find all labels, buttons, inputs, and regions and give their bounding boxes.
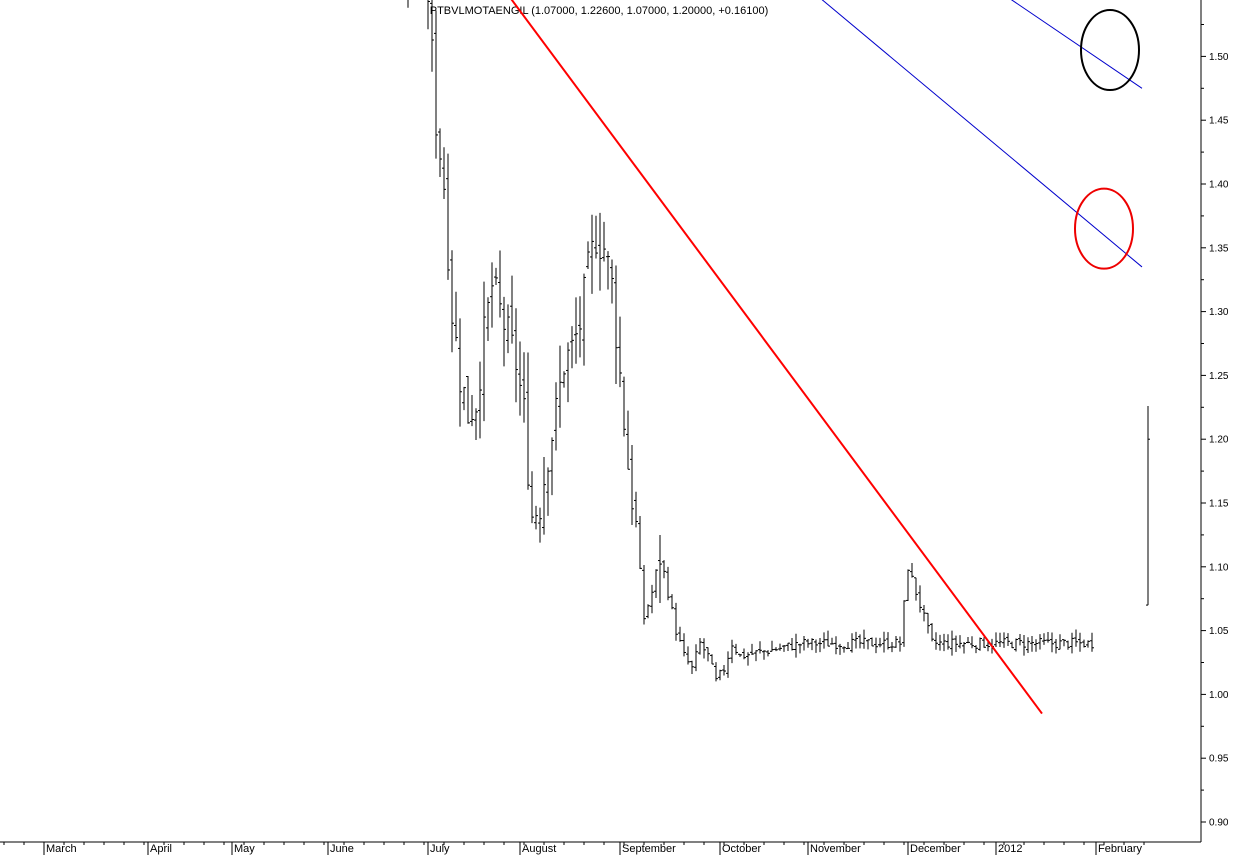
trend-lines xyxy=(510,0,1143,715)
month-label: February xyxy=(1098,843,1143,855)
black-circle-annotation xyxy=(1080,9,1140,92)
month-label: July xyxy=(430,843,450,855)
y-tick-label: 1.15 xyxy=(1209,499,1229,510)
price-bars xyxy=(407,0,1150,682)
annotations xyxy=(1074,9,1140,270)
y-axis: 0.90 0.95 1.00 1.05 1.10 1.15 1.20 1.25 1.30 1.35… xyxy=(1201,24,1229,829)
y-tick-label: 1.25 xyxy=(1209,371,1229,382)
y-tick-label: 1.10 xyxy=(1209,562,1229,573)
y-tick-label: 1.00 xyxy=(1209,690,1229,701)
y-tick-label: 1.40 xyxy=(1209,180,1229,191)
y-tick-label: 1.35 xyxy=(1209,243,1229,254)
month-label: September xyxy=(622,843,676,855)
y-tick-label: 1.20 xyxy=(1209,435,1229,446)
y-tick-label: 1.50 xyxy=(1209,52,1229,63)
month-label: November xyxy=(810,843,861,855)
month-label: April xyxy=(150,843,172,855)
blue-fan-line xyxy=(821,0,1143,268)
x-axis: March April May June July August September Octo… xyxy=(3,842,1145,855)
red-circle-annotation xyxy=(1074,187,1134,270)
month-label: May xyxy=(234,843,255,855)
month-label: October xyxy=(722,843,761,855)
y-tick-label: 1.05 xyxy=(1209,626,1229,637)
month-label: December xyxy=(910,843,961,855)
chart-title: PTBVLMOTAENGIL (1.07000, 1.22600, 1.0700… xyxy=(430,5,768,17)
y-tick-label: 1.45 xyxy=(1209,116,1229,127)
y-tick-label: 0.90 xyxy=(1209,818,1229,829)
month-label: June xyxy=(330,843,354,855)
y-tick-label: 1.30 xyxy=(1209,307,1229,318)
red-trend-line xyxy=(510,0,1043,715)
month-label: 2012 xyxy=(998,843,1022,855)
month-label: August xyxy=(522,843,556,855)
month-label: March xyxy=(46,843,77,855)
y-tick-label: 0.95 xyxy=(1209,754,1229,765)
